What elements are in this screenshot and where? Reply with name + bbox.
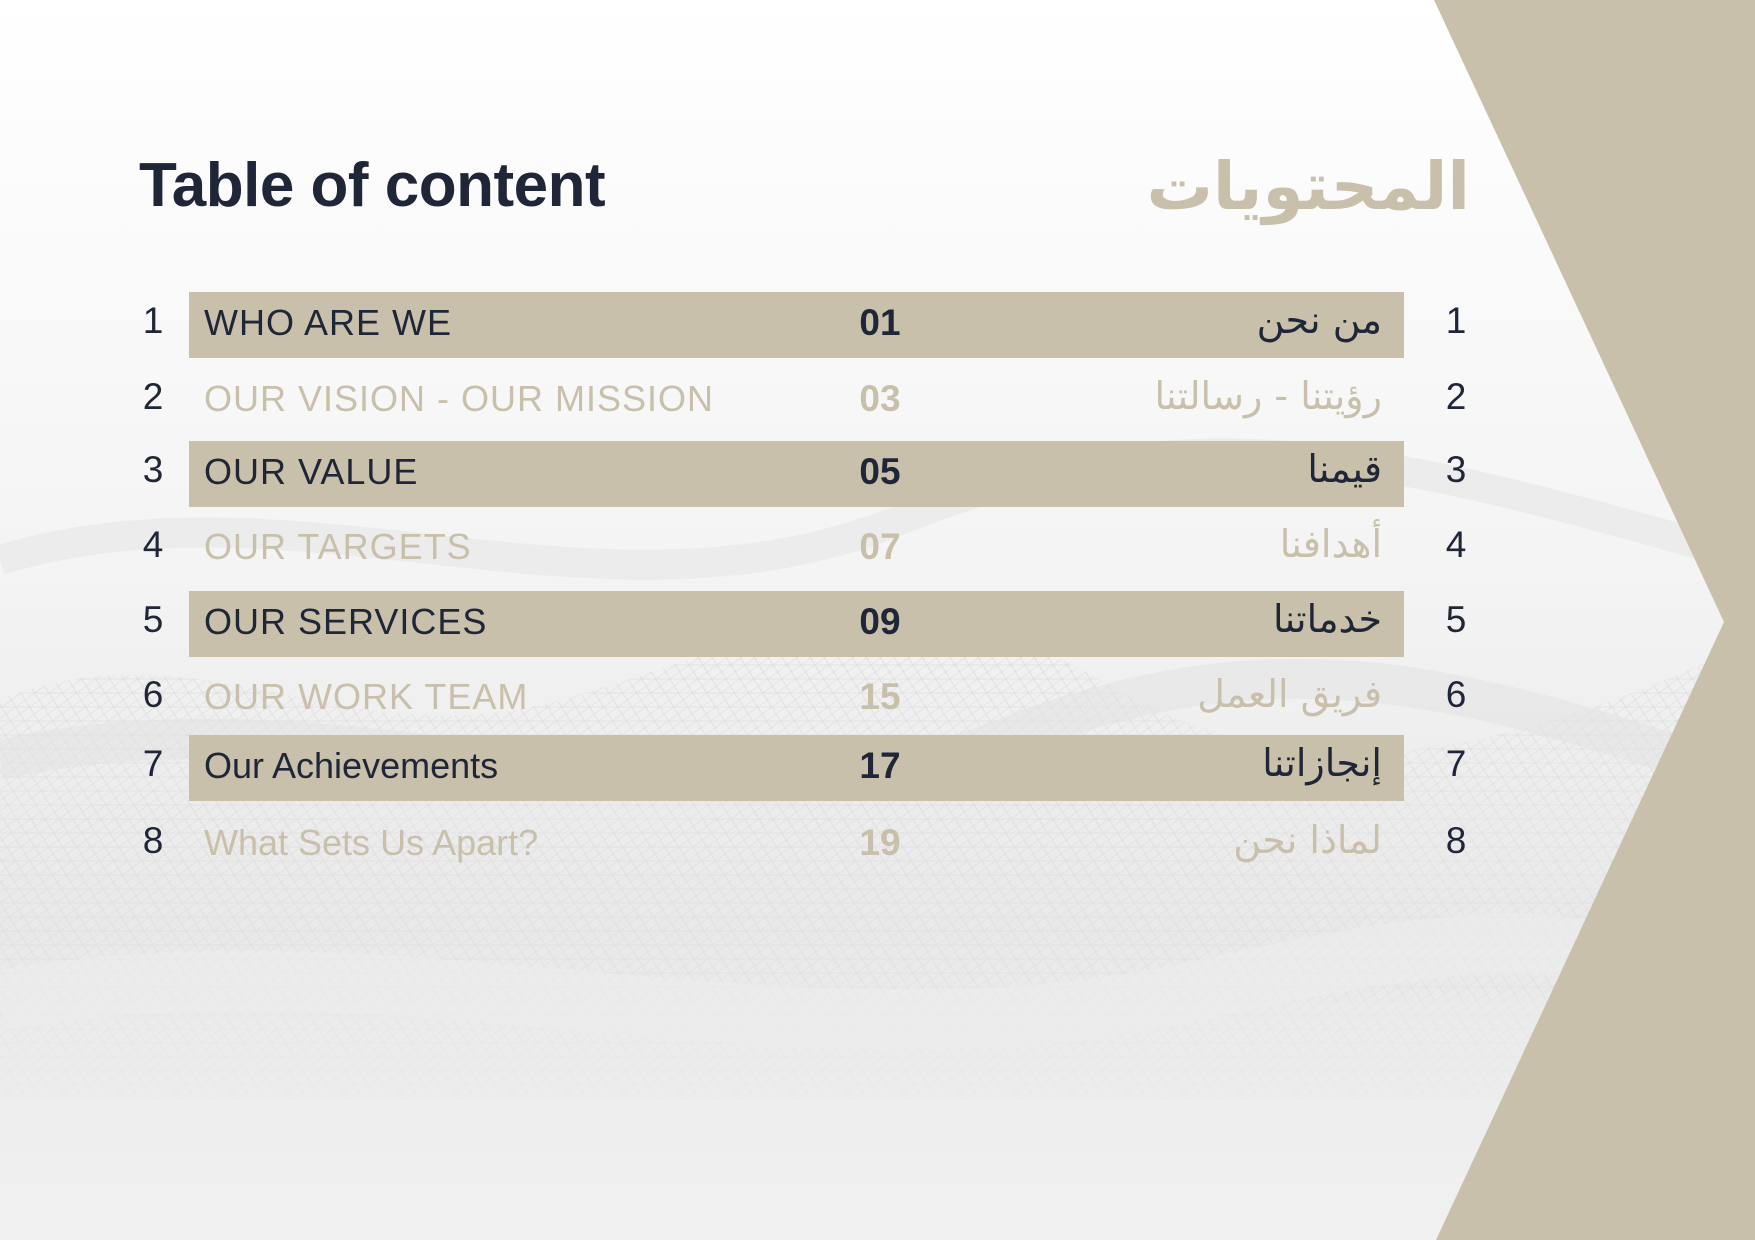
toc-row[interactable]: 3 OUR VALUE 05 قيمنا 3 (0, 441, 1755, 507)
row-index-right: 1 (1445, 300, 1467, 341)
row-index-left: 7 (142, 743, 164, 784)
row-index-left: 5 (142, 599, 164, 640)
row-label-english[interactable]: OUR WORK TEAM (204, 676, 529, 717)
row-index-right: 8 (1445, 820, 1467, 861)
row-index-left: 1 (142, 300, 164, 341)
row-label-arabic[interactable]: إنجازاتنا (1262, 741, 1382, 785)
row-index-left: 3 (142, 449, 164, 490)
row-index-right: 2 (1445, 376, 1467, 417)
row-page-number: 07 (859, 526, 901, 567)
row-index-right: 3 (1445, 449, 1467, 490)
row-index-left: 6 (142, 674, 164, 715)
row-label-arabic[interactable]: من نحن (1256, 298, 1382, 342)
row-index-right: 5 (1445, 599, 1467, 640)
row-index-right: 6 (1445, 674, 1467, 715)
row-label-english[interactable]: OUR SERVICES (204, 601, 488, 642)
row-label-arabic[interactable]: قيمنا (1307, 447, 1382, 491)
row-page-number: 05 (859, 451, 901, 492)
toc-row[interactable]: 8 What Sets Us Apart? 19 لماذا نحن 8 (0, 812, 1755, 878)
row-highlight-bar (189, 591, 1404, 657)
row-index-left: 2 (142, 376, 164, 417)
row-highlight-bar (189, 441, 1404, 507)
toc-row[interactable]: 4 OUR TARGETS 07 أهدافنا 4 (0, 516, 1755, 582)
row-label-arabic[interactable]: رؤيتنا - رسالتنا (1154, 374, 1382, 418)
row-page-number: 17 (859, 745, 901, 786)
row-page-number: 19 (859, 822, 901, 863)
row-label-english[interactable]: Our Achievements (204, 745, 499, 786)
row-label-arabic[interactable]: خدماتنا (1273, 597, 1382, 641)
row-index-right: 7 (1445, 743, 1467, 784)
row-label-arabic[interactable]: لماذا نحن (1233, 818, 1382, 862)
row-label-english[interactable]: OUR TARGETS (204, 526, 472, 567)
row-label-english[interactable]: WHO ARE WE (204, 302, 453, 343)
row-highlight-bar (189, 292, 1404, 358)
row-label-arabic[interactable]: أهدافنا (1279, 522, 1382, 566)
row-index-right: 4 (1445, 524, 1467, 565)
toc-row[interactable]: 1 WHO ARE WE 01 من نحن 1 (0, 292, 1755, 358)
row-index-left: 8 (142, 820, 164, 861)
row-label-english[interactable]: OUR VISION - OUR MISSION (204, 378, 715, 419)
row-index-left: 4 (142, 524, 164, 565)
row-label-arabic[interactable]: فريق العمل (1197, 672, 1382, 716)
toc-row[interactable]: 7 Our Achievements 17 إنجازاتنا 7 (0, 735, 1755, 801)
page-title-english: Table of content (139, 151, 606, 220)
row-page-number: 09 (859, 601, 901, 642)
row-label-english[interactable]: What Sets Us Apart? (204, 822, 539, 863)
row-highlight-bar (189, 735, 1404, 801)
toc-row[interactable]: 2 OUR VISION - OUR MISSION 03 رؤيتنا - ر… (0, 368, 1755, 434)
toc-row[interactable]: 5 OUR SERVICES 09 خدماتنا 5 (0, 591, 1755, 657)
row-page-number: 01 (859, 302, 901, 343)
toc-row[interactable]: 6 OUR WORK TEAM 15 فريق العمل 6 (0, 666, 1755, 732)
row-page-number: 15 (859, 676, 901, 717)
row-page-number: 03 (859, 378, 901, 419)
page-title-arabic: المحتويات (1146, 148, 1470, 225)
row-label-english[interactable]: OUR VALUE (204, 451, 419, 492)
